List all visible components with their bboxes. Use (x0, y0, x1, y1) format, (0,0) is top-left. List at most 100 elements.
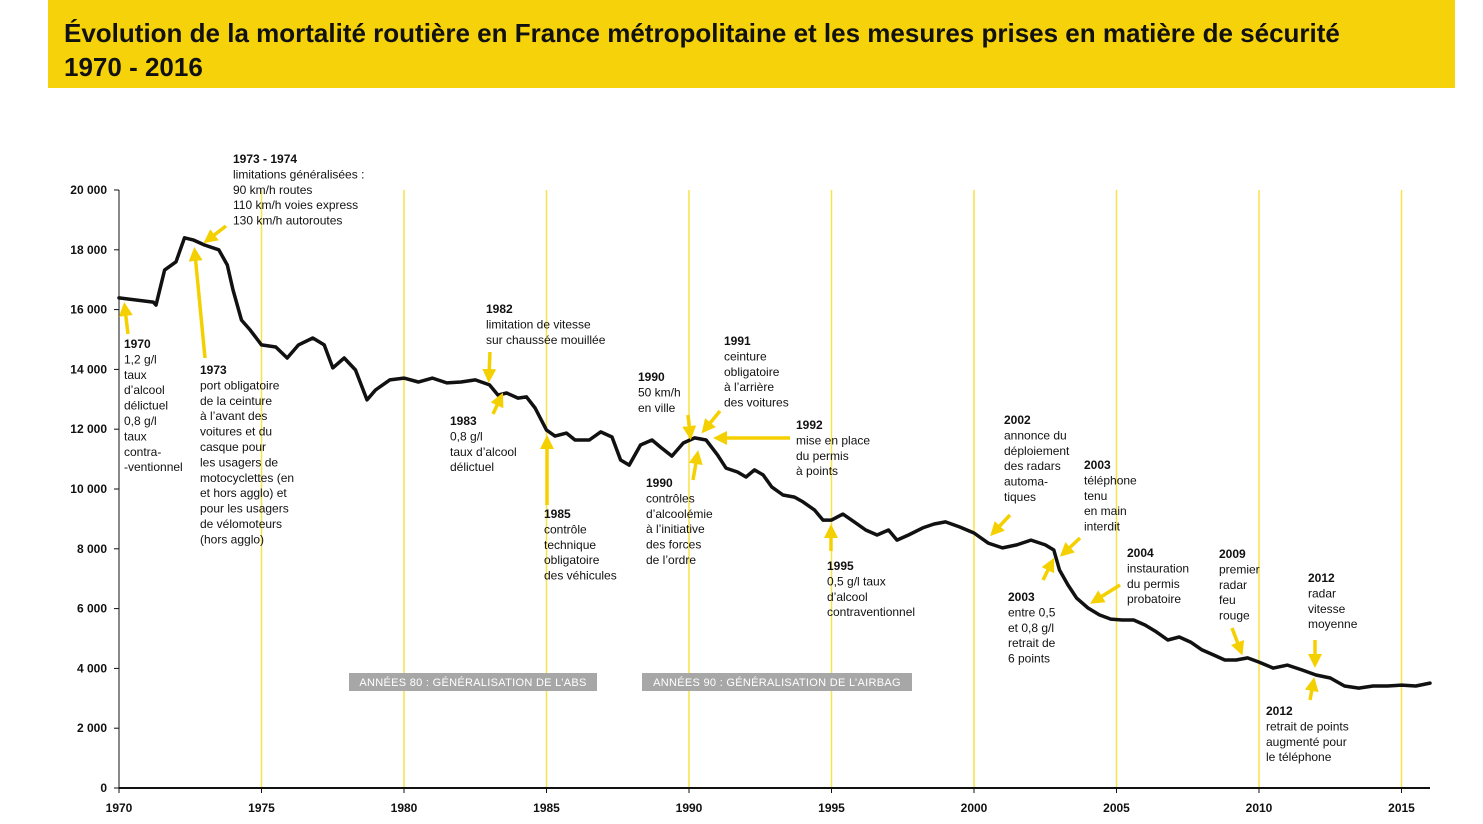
x-tick-label: 2005 (1103, 801, 1130, 815)
annotation-text: entre 0,5 (1008, 605, 1056, 619)
annotation-year: 2003 (1008, 590, 1035, 604)
annotation-arrow (188, 247, 207, 359)
annotation-arrow (1041, 557, 1055, 581)
era-band (642, 673, 912, 691)
annotation-year: 2009 (1219, 547, 1246, 561)
x-tick-label: 1985 (533, 801, 560, 815)
annotation-text: des voitures (724, 396, 789, 410)
annotation-arrow (118, 302, 133, 335)
annotation-text: premier (1219, 562, 1260, 576)
annotation-text: délictuel (124, 399, 168, 413)
annotation-text: technique (544, 538, 596, 552)
annotation-text: voitures et du (200, 425, 272, 439)
annotation-text: déploiement (1004, 444, 1070, 458)
era-band-label: ANNÉES 80 : GÉNÉRALISATION DE L’ABS (359, 676, 586, 689)
chart-title: Évolution de la mortalité routière en Fr… (64, 18, 1340, 48)
annotation-text: d’alcool (124, 383, 165, 397)
annotation-text: tenu (1084, 489, 1107, 503)
annotation-year: 2002 (1004, 413, 1031, 427)
annotation-year: 1992 (796, 418, 823, 432)
annotation-text: en main (1084, 504, 1127, 518)
annotation-year: 2012 (1308, 571, 1335, 585)
annotation-text: des véhicules (544, 569, 617, 583)
annotation-arrow (701, 409, 722, 434)
annotation-text: annonce du (1004, 428, 1067, 442)
title-banner (48, 0, 1455, 88)
annotation-text: les usagers de (200, 455, 278, 469)
y-tick-label: 12 000 (70, 422, 107, 436)
annotation-text: 0,8 g/l (124, 414, 157, 428)
annotation-text: le téléphone (1266, 750, 1332, 764)
annotation-text: à points (796, 464, 838, 478)
annotation-year: 1995 (827, 559, 854, 573)
annotation-text: (hors agglo) (200, 532, 264, 546)
annotation-year: 1990 (646, 476, 673, 490)
annotation-text: -ventionnel (124, 460, 183, 474)
annotation-text: pour les usagers (200, 502, 289, 516)
annotation-arrow (482, 351, 497, 383)
annotation-text: ceinture (724, 349, 767, 363)
era-band (349, 673, 597, 691)
annotation-arrow (203, 224, 228, 244)
y-tick-label: 2 000 (77, 721, 107, 735)
y-tick-label: 8 000 (77, 542, 107, 556)
annotation-year: 1973 (200, 363, 227, 377)
annotation-text: contraventionnel (827, 605, 915, 619)
x-tick-label: 2010 (1246, 801, 1273, 815)
annotation-text: moyenne (1308, 617, 1358, 631)
annotation-text: obligatoire (724, 365, 780, 379)
annotation-year: 2003 (1084, 458, 1111, 472)
y-tick-label: 0 (100, 781, 107, 795)
annotation-text: 1,2 g/l (124, 352, 157, 366)
annotation-text: taux (124, 429, 147, 443)
annotation-year: 1973 - 1974 (233, 152, 297, 166)
x-tick-label: 1975 (248, 801, 275, 815)
annotation-year: 1990 (638, 370, 665, 384)
y-tick-label: 20 000 (70, 183, 107, 197)
annotation-text: retrait de (1008, 636, 1056, 650)
annotation-text: limitations généralisées : (233, 167, 364, 181)
annotation-text: et 0,8 g/l (1008, 621, 1054, 635)
annotation-text: instauration (1127, 561, 1189, 575)
annotation-text: radar (1308, 586, 1336, 600)
annotation-text: 6 points (1008, 652, 1050, 666)
annotation-arrow (682, 414, 697, 440)
annotation-text: retrait de points (1266, 719, 1349, 733)
annotation-text: en ville (638, 401, 676, 415)
annotation-text: 0,8 g/l (450, 429, 483, 443)
annotation-text: casque pour (200, 440, 266, 454)
annotation-text: d’alcoolémie (646, 507, 713, 521)
annotation-text: taux (124, 368, 147, 382)
y-tick-label: 4 000 (77, 661, 107, 675)
y-tick-label: 18 000 (70, 243, 107, 257)
x-tick-label: 2000 (961, 801, 988, 815)
y-tick-label: 16 000 (70, 303, 107, 317)
annotation-text: du permis (796, 449, 849, 463)
annotation-text: mise en place (796, 433, 870, 447)
annotation-text: radar (1219, 578, 1247, 592)
annotation-text: et hors agglo) et (200, 486, 287, 500)
annotation-text: de vélomoteurs (200, 517, 282, 531)
y-tick-label: 14 000 (70, 362, 107, 376)
annotation-text: 90 km/h routes (233, 183, 312, 197)
annotation-text: contrôle (544, 522, 587, 536)
annotation-year: 1985 (544, 507, 571, 521)
annotation-text: obligatoire (544, 553, 600, 567)
y-tick-label: 10 000 (70, 482, 107, 496)
annotation-text: rouge (1219, 609, 1250, 623)
annotation-text: 50 km/h (638, 385, 681, 399)
x-tick-label: 1990 (676, 801, 703, 815)
annotation-arrow (990, 513, 1012, 537)
annotation-text: à l’avant des (200, 409, 267, 423)
